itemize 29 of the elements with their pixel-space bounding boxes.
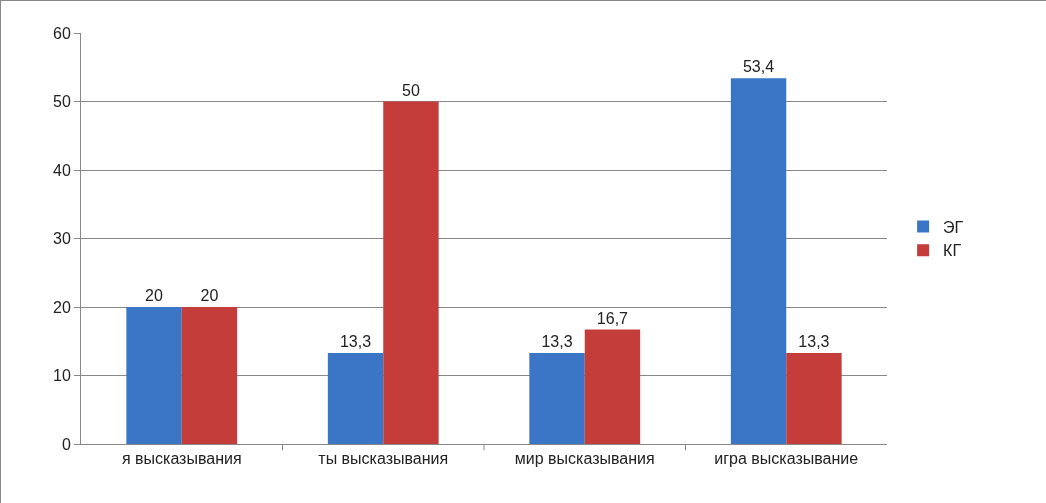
- data-label: 53,4: [742, 58, 775, 76]
- bar: [383, 101, 439, 444]
- y-tick-label: 30: [53, 230, 71, 248]
- legend-label: КГ: [943, 242, 962, 260]
- data-label: 13,3: [798, 332, 830, 350]
- bar: [327, 352, 384, 444]
- x-tick-label: я высказывания: [121, 450, 242, 468]
- data-label: 13,3: [541, 332, 573, 350]
- bar: [786, 352, 842, 444]
- legend-label: ЭГ: [943, 218, 964, 236]
- data-label: 13,3: [339, 332, 372, 350]
- x-tick-label: мир высказывания: [514, 450, 655, 468]
- y-tick-label: 40: [53, 161, 71, 179]
- data-label: 20: [200, 287, 219, 304]
- data-label: 16,7: [596, 309, 629, 327]
- y-tick-label: 0: [61, 435, 71, 453]
- y-tick-label: 60: [53, 24, 71, 42]
- bar: [181, 307, 238, 444]
- y-tick-label: 10: [53, 367, 71, 385]
- bar: [584, 329, 641, 444]
- x-tick-label: игра высказывание: [714, 450, 859, 468]
- y-tick-label: 50: [53, 93, 71, 111]
- bar: [529, 352, 585, 444]
- x-tick-label: ты высказывания: [318, 450, 449, 468]
- bar: [730, 78, 787, 444]
- y-tick-label: 20: [53, 298, 71, 316]
- data-label: 50: [402, 81, 420, 99]
- bar: [126, 307, 182, 444]
- data-label: 20: [145, 287, 163, 304]
